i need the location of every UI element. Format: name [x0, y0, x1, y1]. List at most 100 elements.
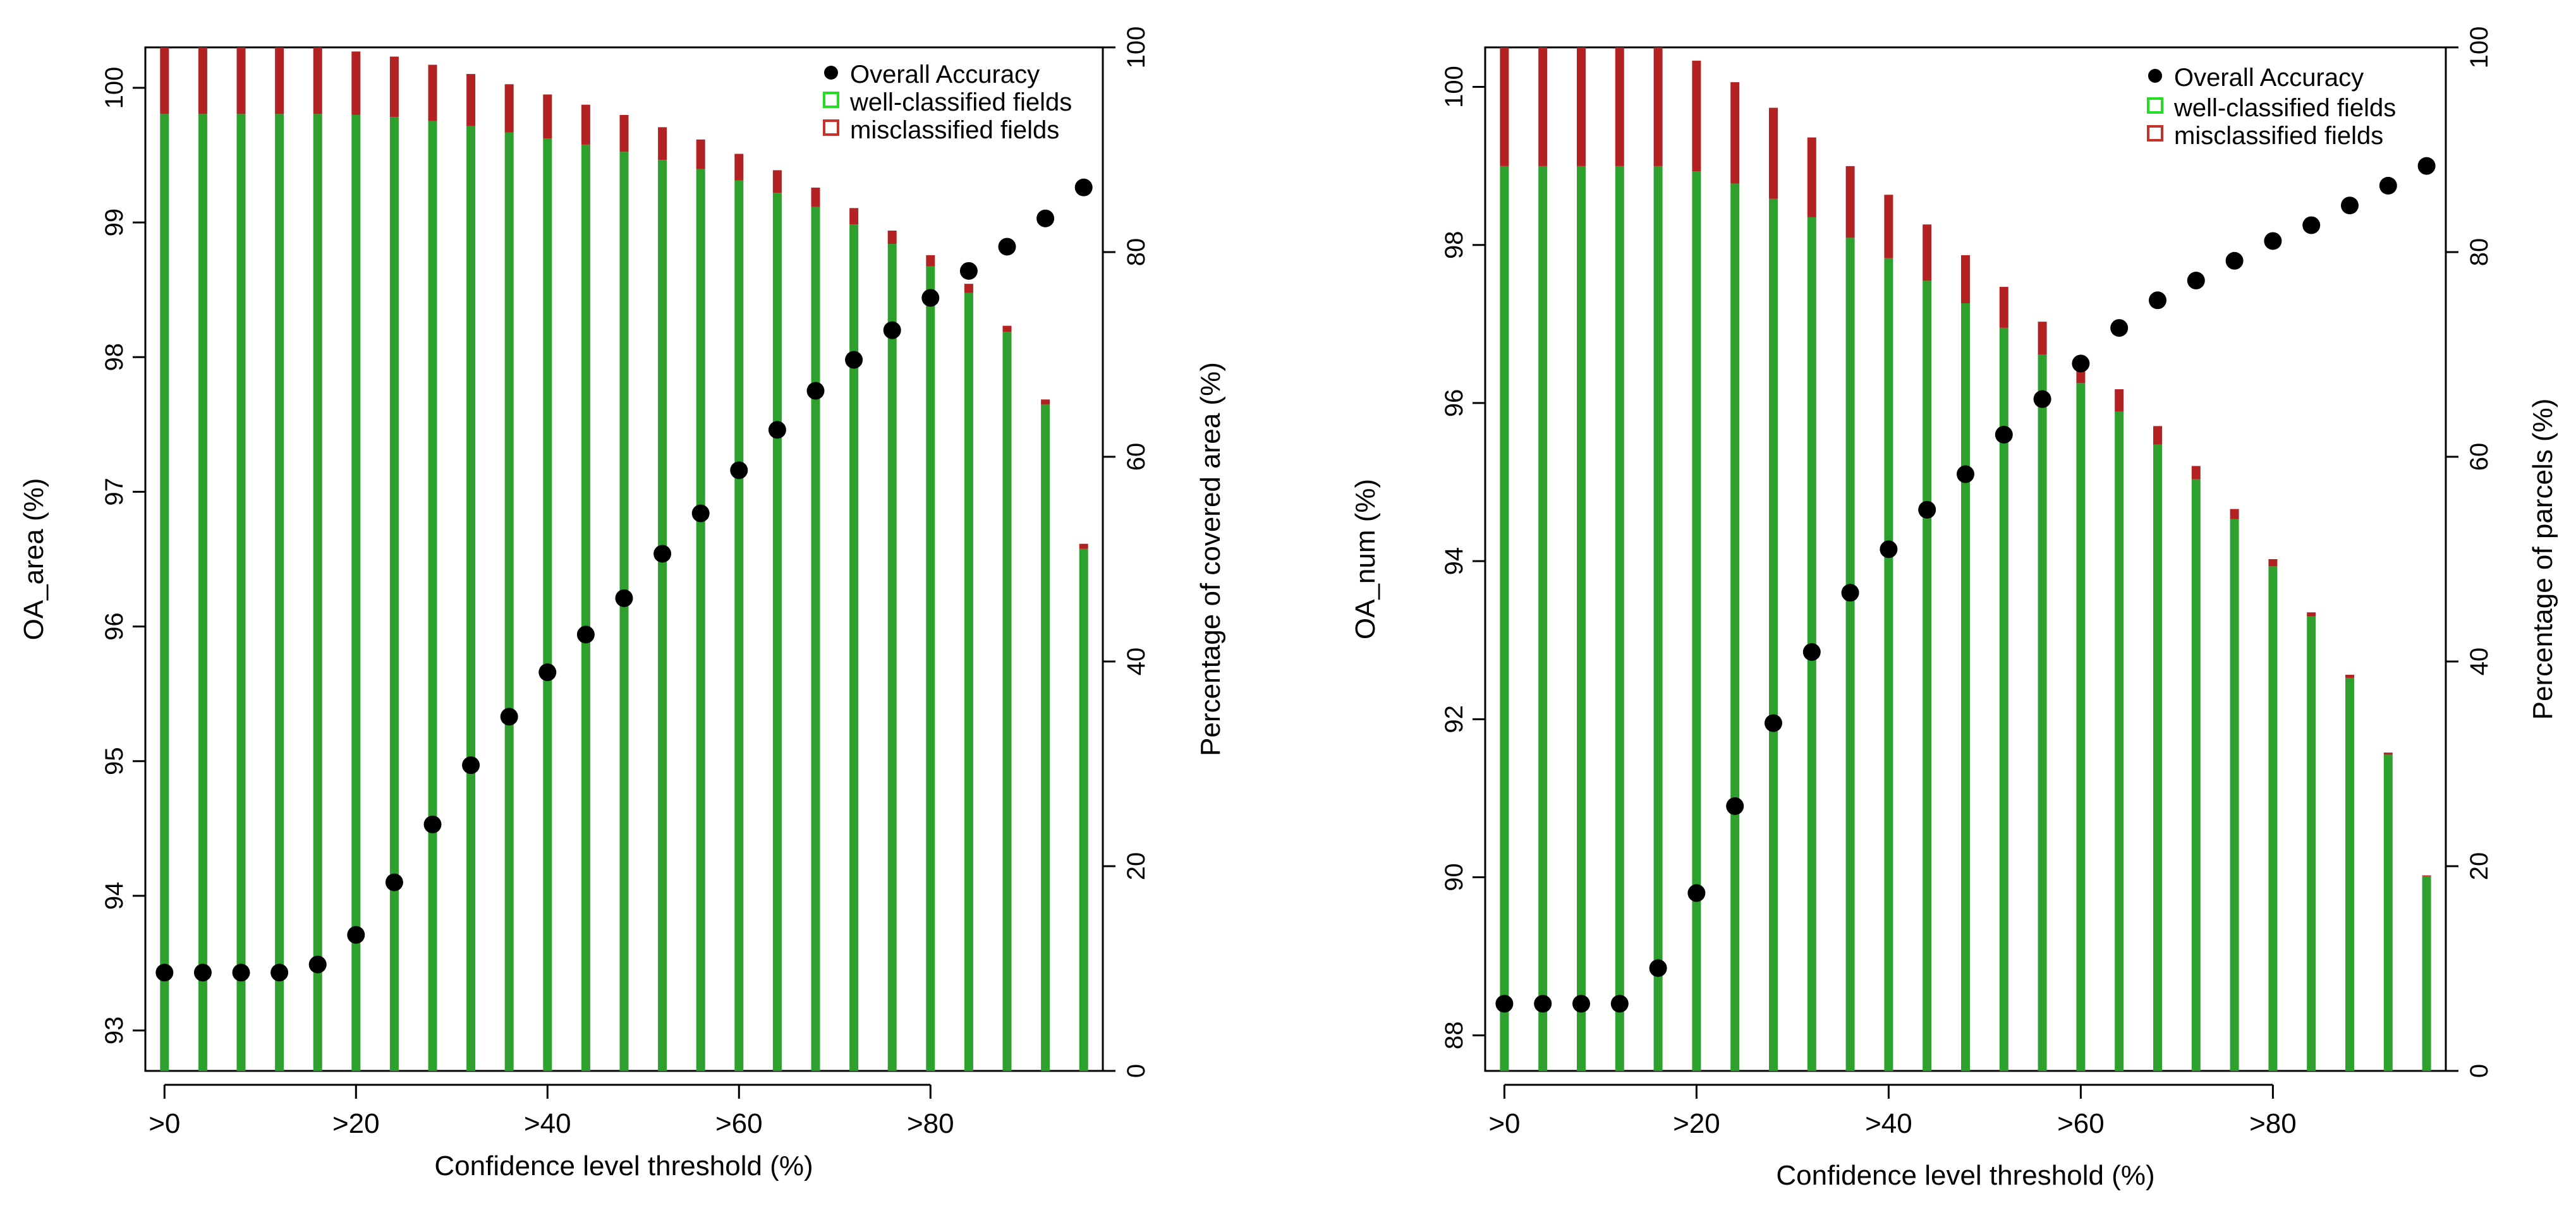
- point-overall-accuracy: [1534, 994, 1552, 1013]
- bar-misclassified: [198, 47, 207, 114]
- y-tick-label: 92: [1440, 705, 1468, 734]
- point-overall-accuracy: [2187, 272, 2205, 290]
- legend-dot-overall-accuracy: [824, 66, 838, 80]
- bar-misclassified: [389, 56, 399, 118]
- legend-label-overall-accuracy: Overall Accuracy: [2174, 64, 2364, 92]
- bar-well-classified: [2422, 876, 2431, 1071]
- point-overall-accuracy: [1610, 994, 1629, 1013]
- point-overall-accuracy: [1841, 584, 1859, 602]
- bar-well-classified: [2383, 754, 2393, 1071]
- x-axis: >0 >20 >40 >60 >80: [149, 1084, 954, 1139]
- bar-well-classified: [1845, 238, 1855, 1071]
- y-tick-label: 97: [100, 478, 128, 506]
- point-overall-accuracy: [1036, 209, 1055, 227]
- legend: Overall Accuracy well-classified fields …: [2147, 64, 2396, 150]
- point-overall-accuracy: [615, 589, 633, 607]
- legend-label-well-classified: well-classified fields: [849, 88, 1072, 116]
- bar-misclassified: [2230, 509, 2239, 519]
- point-overall-accuracy: [691, 504, 710, 522]
- point-overall-accuracy: [959, 262, 978, 280]
- point-overall-accuracy: [998, 238, 1016, 256]
- bar-well-classified: [1500, 166, 1509, 1071]
- y-tick-label: 93: [100, 1017, 128, 1045]
- x-tick-label: >80: [907, 1108, 954, 1139]
- point-overall-accuracy: [806, 382, 825, 400]
- point-overall-accuracy: [2033, 390, 2051, 408]
- point-overall-accuracy: [2417, 157, 2436, 175]
- bar-misclassified: [581, 104, 590, 145]
- bar-well-classified: [1884, 258, 1893, 1072]
- bar-misclassified: [1538, 47, 1548, 166]
- y2-tick-label: 80: [1122, 238, 1150, 267]
- bar-well-classified: [2038, 354, 2047, 1071]
- bar-well-classified: [2191, 479, 2201, 1071]
- bar-misclassified: [2153, 426, 2162, 445]
- y-axis-label-right: Percentage of parcels (%): [2527, 399, 2558, 720]
- y2-tick-label: 60: [1122, 443, 1150, 471]
- bar-misclassified: [2345, 675, 2354, 678]
- point-overall-accuracy: [232, 963, 250, 982]
- bar-well-classified: [1692, 171, 1701, 1071]
- bar-well-classified: [734, 180, 744, 1072]
- bar-misclassified: [504, 84, 514, 133]
- bar-well-classified: [2076, 383, 2086, 1071]
- point-overall-accuracy: [538, 663, 557, 682]
- bar-misclassified: [543, 94, 552, 139]
- point-overall-accuracy: [653, 545, 672, 563]
- bar-misclassified: [811, 187, 820, 207]
- bar-well-classified: [1041, 404, 1050, 1071]
- point-overall-accuracy: [193, 963, 212, 982]
- y2-tick-label: 100: [2465, 27, 2493, 69]
- bar-misclassified: [160, 47, 169, 114]
- y-tick-label: 95: [100, 747, 128, 775]
- y-axis-label-left: OA_num (%): [1350, 479, 1381, 639]
- bar-misclassified: [428, 64, 437, 121]
- bar-misclassified: [1692, 61, 1701, 172]
- bar-well-classified: [1079, 548, 1088, 1071]
- point-overall-accuracy: [308, 955, 327, 974]
- bar-well-classified: [2153, 444, 2162, 1071]
- bar-misclassified: [1577, 47, 1586, 166]
- bar-misclassified: [1730, 82, 1740, 184]
- point-overall-accuracy: [270, 963, 289, 982]
- y2-tick-label: 0: [2465, 1064, 2493, 1078]
- legend-dot-overall-accuracy: [2148, 69, 2162, 83]
- bar-misclassified: [466, 74, 476, 126]
- bar-well-classified: [926, 266, 935, 1072]
- point-overall-accuracy: [2379, 176, 2397, 195]
- legend-label-misclassified: misclassified fields: [850, 116, 1059, 144]
- bar-misclassified: [1961, 255, 1970, 303]
- point-overall-accuracy: [155, 963, 174, 982]
- bar-misclassified: [926, 255, 935, 267]
- bar-misclassified: [275, 47, 284, 114]
- y-axis-right: 0 20 40 60 80 100: [2446, 27, 2493, 1078]
- point-overall-accuracy: [1995, 425, 2013, 444]
- y-tick-label: 88: [1440, 1021, 1468, 1049]
- bar-misclassified: [964, 284, 973, 293]
- chart-oa-area: >0 >20 >40 >60 >80 93 94 95 96 97 98 99 100 0 20 40 60…: [18, 27, 1226, 1181]
- bar-well-classified: [2230, 519, 2239, 1071]
- point-overall-accuracy: [2072, 354, 2090, 373]
- point-overall-accuracy: [1802, 643, 1821, 661]
- point-overall-accuracy: [730, 461, 748, 480]
- y-tick-label: 94: [1440, 547, 1468, 576]
- bar-well-classified: [2268, 566, 2278, 1071]
- point-overall-accuracy: [1495, 994, 1514, 1013]
- bar-well-classified: [2345, 677, 2354, 1071]
- point-overall-accuracy: [2110, 319, 2129, 337]
- bar-misclassified: [1615, 47, 1624, 166]
- bar-well-classified: [1615, 166, 1624, 1071]
- bar-well-classified: [428, 121, 437, 1071]
- point-overall-accuracy: [845, 351, 863, 369]
- bar-misclassified: [619, 114, 629, 152]
- y2-tick-label: 40: [2465, 648, 2493, 676]
- chart-oa-num: >0 >20 >40 >60 >80 88 90 92 94 96 98 100 0 20 40 60 80…: [1350, 27, 2558, 1191]
- legend-box-misclassified: [2147, 125, 2163, 142]
- y2-tick-label: 20: [1122, 852, 1150, 881]
- y-axis-left: 88 90 92 94 96 98 100: [1440, 66, 1485, 1049]
- y-axis-label-right: Percentage of covered area (%): [1195, 362, 1226, 756]
- point-overall-accuracy: [2264, 232, 2282, 250]
- point-overall-accuracy: [2302, 216, 2321, 234]
- bar-well-classified: [772, 193, 782, 1071]
